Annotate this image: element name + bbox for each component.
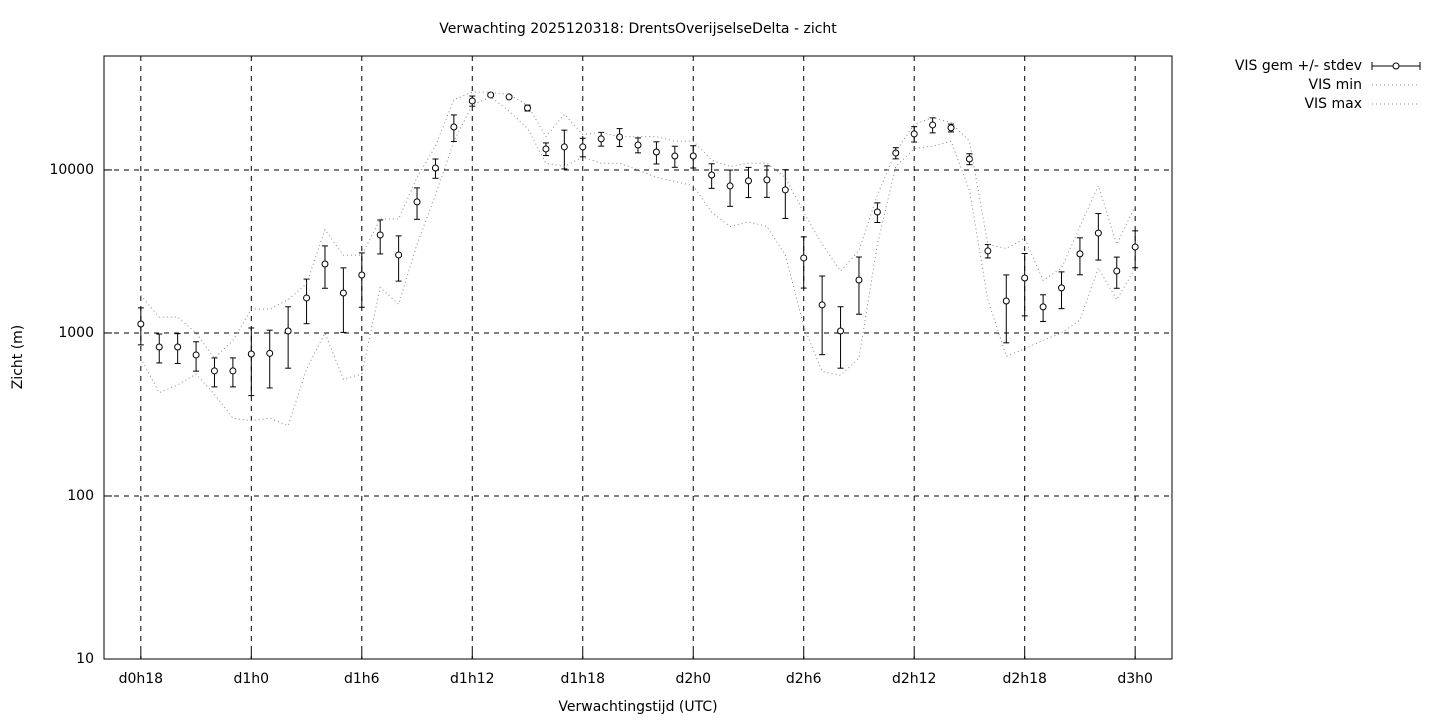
- y-tick-label: 10000: [49, 162, 94, 178]
- legend-label: VIS max: [1304, 96, 1362, 112]
- y-tick-label: 100: [67, 488, 94, 504]
- x-tick-label: d2h18: [1002, 671, 1046, 687]
- point: [855, 276, 863, 284]
- point: [468, 97, 476, 105]
- point: [542, 145, 550, 153]
- point: [818, 301, 826, 309]
- x-tick-label: d1h6: [344, 671, 380, 687]
- point: [1113, 267, 1121, 275]
- legend-label: VIS gem +/- stdev: [1235, 58, 1362, 74]
- point: [524, 104, 532, 112]
- point: [1076, 250, 1084, 258]
- x-axis-label: Verwachtingstijd (UTC): [558, 699, 717, 715]
- point: [505, 93, 513, 101]
- line: [140, 91, 1136, 359]
- y-tick-label: 10: [76, 651, 94, 667]
- legend-swatch: [1392, 62, 1400, 70]
- point: [266, 349, 274, 357]
- point: [1002, 297, 1010, 305]
- chart-title: Verwachting 2025120318: DrentsOverijsels…: [439, 21, 837, 37]
- point: [837, 327, 845, 335]
- point: [726, 182, 734, 190]
- point: [210, 367, 218, 375]
- point: [781, 186, 789, 194]
- point: [652, 148, 660, 156]
- point: [984, 247, 992, 255]
- x-tick-label: d2h0: [675, 671, 711, 687]
- point: [892, 149, 900, 157]
- point: [708, 171, 716, 179]
- point: [947, 124, 955, 132]
- point: [395, 251, 403, 259]
- x-tick-label: d0h18: [119, 671, 163, 687]
- point: [303, 294, 311, 302]
- point: [321, 260, 329, 268]
- point: [247, 350, 255, 358]
- point: [579, 143, 587, 151]
- point: [671, 152, 679, 160]
- point: [910, 130, 918, 138]
- point: [229, 367, 237, 375]
- point: [616, 133, 624, 141]
- point: [376, 231, 384, 239]
- plot-frame: [103, 55, 1173, 660]
- x-tick-label: d1h0: [234, 671, 270, 687]
- point: [192, 351, 200, 359]
- legend-label: VIS min: [1309, 77, 1362, 93]
- point: [1039, 303, 1047, 311]
- x-tick-label: d2h12: [892, 671, 936, 687]
- x-tick-label: d1h12: [450, 671, 494, 687]
- point: [689, 152, 697, 160]
- point: [634, 141, 642, 149]
- point: [450, 123, 458, 131]
- y-tick-label: 1000: [58, 325, 94, 341]
- point: [763, 176, 771, 184]
- point: [597, 135, 605, 143]
- x-tick-label: d3h0: [1117, 671, 1153, 687]
- point: [1021, 274, 1029, 282]
- point: [137, 320, 145, 328]
- x-tick-label: d2h6: [786, 671, 822, 687]
- point: [487, 91, 495, 99]
- point: [1058, 284, 1066, 292]
- point: [800, 254, 808, 262]
- point: [358, 271, 366, 279]
- point: [431, 164, 439, 172]
- point: [1131, 243, 1139, 251]
- point: [413, 198, 421, 206]
- point: [965, 155, 973, 163]
- point: [284, 327, 292, 335]
- point: [560, 143, 568, 151]
- point: [155, 343, 163, 351]
- point: [174, 343, 182, 351]
- point: [1094, 229, 1102, 237]
- point: [873, 208, 881, 216]
- x-tick-label: d1h18: [561, 671, 605, 687]
- point: [744, 177, 752, 185]
- point: [929, 121, 937, 129]
- y-axis-label: Zicht (m): [10, 325, 26, 390]
- point: [339, 289, 347, 297]
